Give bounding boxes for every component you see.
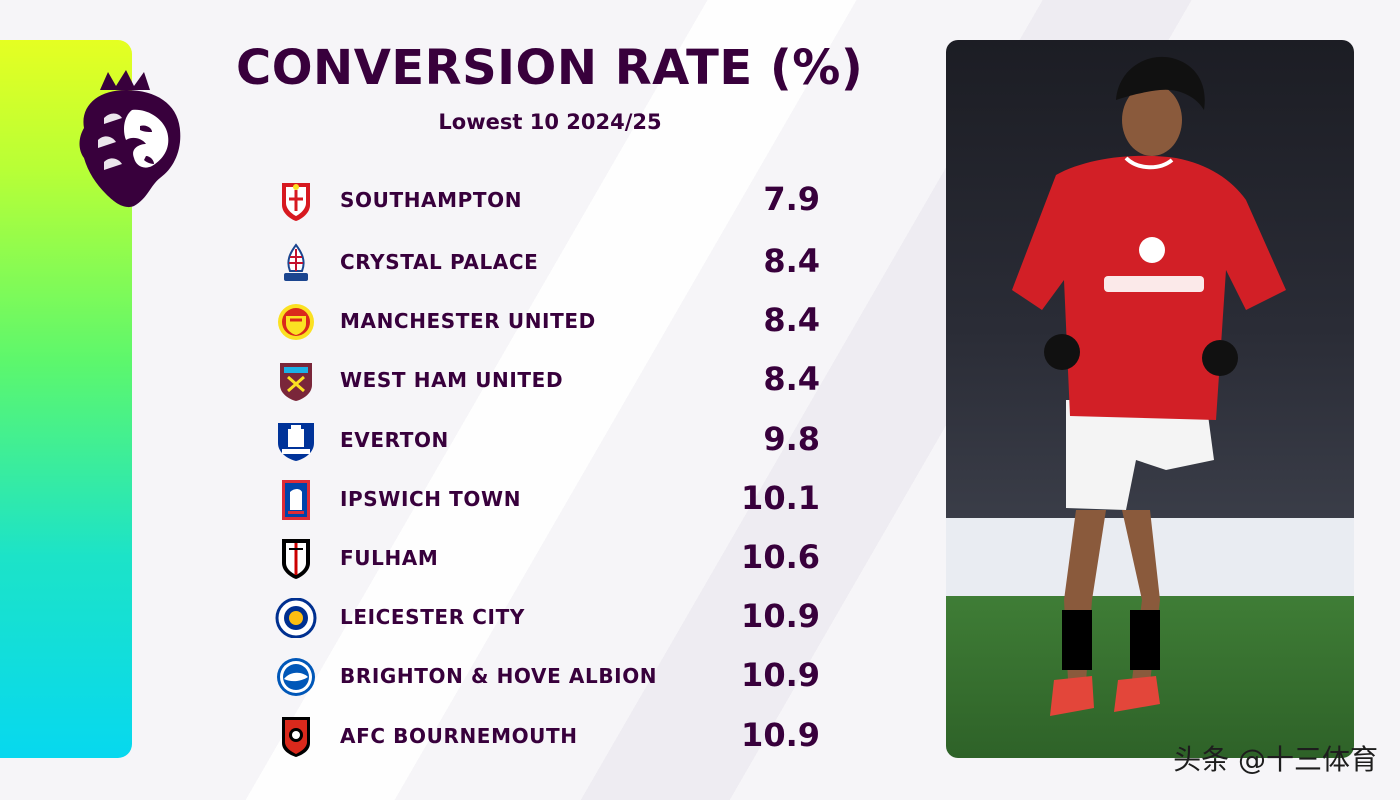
data-label: 10.9 [741, 597, 820, 635]
team-name: MANCHESTER UNITED [340, 309, 596, 333]
brighton-crest-icon [277, 658, 315, 696]
premier-league-lion-icon [79, 70, 181, 208]
table-row: LEICESTER CITY 10.9 [272, 595, 832, 641]
table-row: EVERTON 9.8 [272, 418, 832, 464]
chart-title: CONVERSION RATE (%) [236, 40, 864, 96]
fulham-crest-icon [282, 539, 310, 579]
table-row: WEST HAM UNITED 8.4 [272, 358, 832, 404]
crystal-palace-crest-icon [284, 243, 308, 281]
everton-crest-icon [278, 423, 314, 461]
data-label: 8.4 [763, 301, 820, 339]
team-name: IPSWICH TOWN [340, 487, 522, 511]
data-label: 10.1 [741, 479, 820, 517]
team-name: FULHAM [340, 546, 439, 570]
ranking-table: SOUTHAMPTON 7.9 CRYSTAL PALACE 8.4 MANCH… [272, 178, 832, 760]
team-name: AFC BOURNEMOUTH [340, 724, 578, 748]
team-name: BRIGHTON & HOVE ALBION [340, 664, 658, 688]
west-ham-crest-icon [280, 363, 312, 401]
data-label: 8.4 [763, 360, 820, 398]
data-label: 10.9 [741, 656, 820, 694]
team-name: SOUTHAMPTON [340, 188, 523, 212]
chart-subtitle: Lowest 10 2024/25 [438, 110, 662, 134]
data-label: 10.9 [741, 716, 820, 754]
data-label: 10.6 [741, 538, 820, 576]
team-name: CRYSTAL PALACE [340, 250, 539, 274]
manchester-united-crest-icon [278, 304, 314, 340]
data-label: 7.9 [763, 180, 820, 218]
watermark: 头条 @十三体育 [1173, 743, 1378, 776]
table-row: SOUTHAMPTON 7.9 [272, 178, 832, 224]
table-row: CRYSTAL PALACE 8.4 [272, 240, 832, 286]
bournemouth-crest-icon [282, 717, 310, 757]
leicester-crest-icon [275, 598, 317, 638]
table-row: MANCHESTER UNITED 8.4 [272, 299, 832, 345]
ipswich-crest-icon [282, 480, 310, 520]
table-row: FULHAM 10.6 [272, 536, 832, 582]
southampton-crest-icon [282, 183, 310, 221]
table-row: IPSWICH TOWN 10.1 [272, 477, 832, 523]
table-row: BRIGHTON & HOVE ALBION 10.9 [272, 654, 832, 700]
team-name: LEICESTER CITY [340, 605, 525, 629]
player-photo [946, 40, 1354, 758]
team-name: WEST HAM UNITED [340, 368, 564, 392]
table-row: AFC BOURNEMOUTH 10.9 [272, 714, 832, 760]
data-label: 9.8 [763, 420, 820, 458]
data-label: 8.4 [763, 242, 820, 280]
team-name: EVERTON [340, 428, 449, 452]
